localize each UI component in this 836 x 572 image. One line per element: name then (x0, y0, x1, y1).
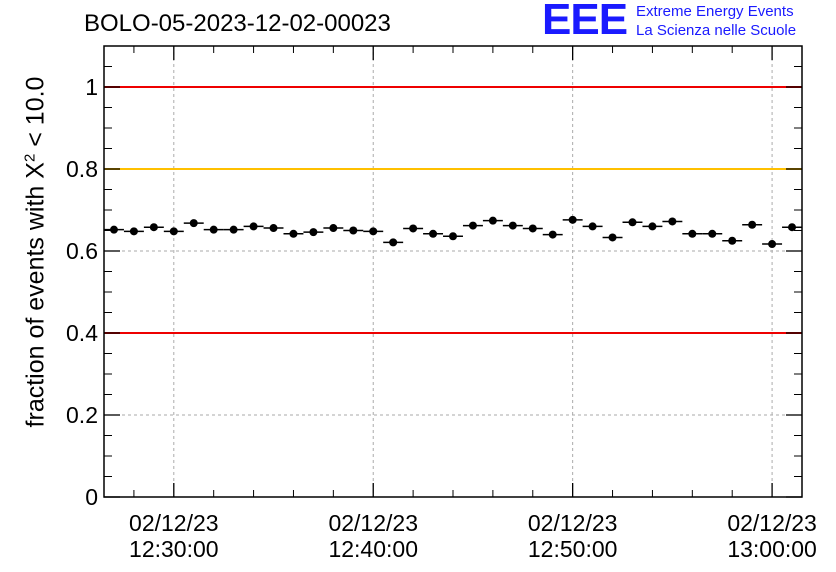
point-marker (409, 224, 418, 233)
data-point (183, 219, 204, 228)
x-tick-time: 12:30:00 (129, 536, 219, 562)
point-marker (768, 240, 777, 249)
data-point (203, 225, 224, 234)
point-marker (468, 221, 477, 230)
y-tick-label: 0.2 (66, 402, 98, 428)
data-point (602, 233, 623, 242)
data-point (403, 224, 424, 233)
data-point (502, 221, 523, 230)
data-point (123, 227, 144, 236)
point-marker (488, 216, 497, 225)
data-point (782, 223, 802, 232)
point-marker (389, 238, 398, 247)
point-marker (169, 227, 178, 236)
point-marker (289, 229, 298, 238)
point-marker (329, 224, 338, 233)
axis-ticks (104, 46, 802, 498)
y-tick-label: 0.8 (66, 156, 98, 182)
data-point (423, 229, 444, 238)
point-marker (508, 221, 517, 230)
point-marker (588, 222, 597, 231)
data-point (662, 217, 683, 226)
point-marker (449, 232, 457, 241)
data-point (522, 224, 543, 233)
data-point (702, 229, 723, 238)
data-point (263, 224, 284, 233)
point-marker (788, 223, 797, 232)
data-point (443, 232, 463, 241)
data-point (303, 228, 324, 237)
data-point (283, 229, 304, 238)
point-marker (309, 228, 318, 237)
data-point (722, 236, 743, 245)
x-tick-date: 02/12/23 (727, 510, 817, 536)
x-tick-time: 13:00:00 (727, 536, 817, 562)
point-marker (608, 233, 617, 242)
point-marker (269, 224, 278, 233)
point-marker (129, 227, 138, 236)
page-title: BOLO-05-2023-12-02-00023 (84, 10, 391, 37)
point-marker (528, 224, 537, 233)
data-point (682, 229, 703, 238)
data-point (622, 218, 643, 227)
point-marker (548, 230, 557, 239)
point-marker (149, 223, 158, 232)
data-point (363, 227, 384, 236)
tick-labels: 02/12/2312:30:0002/12/2312:40:0002/12/23… (66, 74, 817, 562)
point-marker (109, 225, 118, 234)
data-point (243, 222, 264, 231)
data-point (742, 220, 763, 229)
point-marker (708, 229, 717, 238)
logo-text: Extreme Energy Events La Scienza nelle S… (636, 2, 836, 40)
point-marker (628, 218, 637, 227)
plot-frame (103, 45, 803, 498)
point-marker (668, 217, 677, 226)
logo-line-1: Extreme Energy Events (636, 3, 794, 20)
point-marker (728, 236, 737, 245)
point-marker (748, 220, 757, 229)
data-point (542, 230, 563, 239)
x-tick-time: 12:50:00 (528, 536, 618, 562)
point-marker (349, 226, 358, 235)
data-point (642, 222, 663, 231)
data-point (582, 222, 603, 231)
data-point (143, 223, 164, 232)
y-tick-label: 1 (85, 74, 98, 100)
eee-logo-mark: EEE (542, 0, 628, 44)
data-point (562, 215, 583, 224)
data-point (223, 225, 244, 234)
data-point (482, 216, 503, 225)
point-marker (249, 222, 258, 231)
point-marker (648, 222, 657, 231)
point-marker (229, 225, 238, 234)
point-marker (429, 229, 438, 238)
point-marker (568, 215, 577, 224)
point-marker (189, 219, 198, 228)
data-point (323, 224, 344, 233)
point-marker (688, 229, 697, 238)
x-tick-date: 02/12/23 (129, 510, 219, 536)
data-point (104, 225, 124, 234)
x-tick-date: 02/12/23 (528, 510, 618, 536)
y-tick-label: 0.6 (66, 238, 98, 264)
point-marker (209, 225, 218, 234)
y-tick-label: 0.4 (66, 320, 98, 346)
x-tick-date: 02/12/23 (328, 510, 418, 536)
data-point (383, 238, 404, 247)
data-points (104, 215, 802, 249)
data-point (343, 226, 364, 235)
y-tick-label: 0 (85, 484, 98, 510)
logo-line-2: La Scienza nelle Scuole (636, 22, 797, 39)
data-point (163, 227, 184, 236)
x-tick-time: 12:40:00 (328, 536, 418, 562)
data-point (462, 221, 483, 230)
reference-lines (104, 86, 802, 334)
point-marker (369, 227, 378, 236)
grid (104, 46, 802, 497)
data-point (762, 240, 783, 249)
